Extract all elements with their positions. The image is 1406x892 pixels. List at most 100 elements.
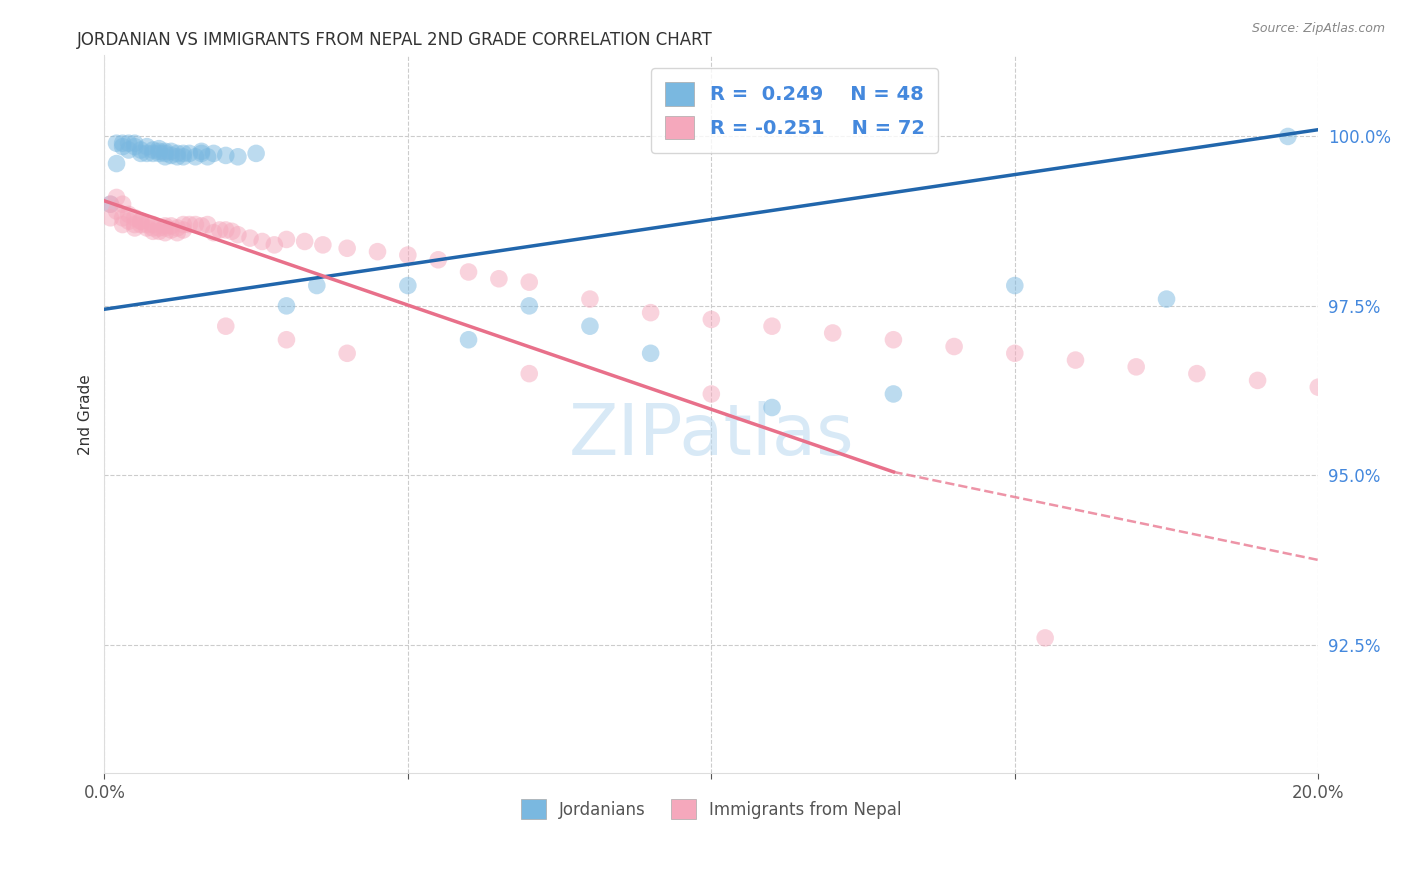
Point	[488, 272, 510, 286]
Point	[1308, 380, 1330, 394]
Point	[517, 299, 540, 313]
Point	[1246, 373, 1268, 387]
Point	[166, 146, 188, 161]
Point	[640, 346, 662, 360]
Point	[129, 143, 152, 157]
Point	[276, 232, 298, 246]
Point	[579, 319, 602, 334]
Point	[142, 143, 165, 157]
Point	[184, 218, 207, 232]
Point	[148, 221, 170, 235]
Point	[202, 226, 225, 240]
Point	[124, 139, 146, 153]
Point	[142, 221, 165, 235]
Point	[129, 218, 152, 232]
Point	[457, 333, 479, 347]
Point	[153, 226, 176, 240]
Point	[105, 136, 128, 151]
Point	[148, 145, 170, 159]
Point	[129, 214, 152, 228]
Point	[142, 146, 165, 161]
Point	[135, 221, 157, 235]
Text: Source: ZipAtlas.com: Source: ZipAtlas.com	[1251, 22, 1385, 36]
Legend: Jordanians, Immigrants from Nepal: Jordanians, Immigrants from Nepal	[515, 792, 908, 826]
Point	[148, 224, 170, 238]
Point	[215, 148, 238, 162]
Point	[142, 218, 165, 232]
Point	[640, 305, 662, 319]
Point	[166, 221, 188, 235]
Point	[166, 226, 188, 240]
Point	[172, 223, 194, 237]
Point	[111, 136, 134, 151]
Point	[118, 214, 141, 228]
Point	[153, 146, 176, 161]
Point	[111, 197, 134, 211]
Point	[190, 146, 212, 161]
Point	[517, 275, 540, 289]
Point	[129, 214, 152, 228]
Point	[124, 136, 146, 151]
Point	[111, 139, 134, 153]
Point	[215, 319, 238, 334]
Point	[239, 231, 262, 245]
Point	[118, 207, 141, 221]
Point	[118, 136, 141, 151]
Point	[105, 156, 128, 170]
Point	[276, 299, 298, 313]
Point	[457, 265, 479, 279]
Point	[336, 241, 359, 255]
Point	[579, 292, 602, 306]
Point	[129, 146, 152, 161]
Point	[100, 197, 122, 211]
Point	[761, 401, 783, 415]
Point	[153, 219, 176, 233]
Point	[1004, 346, 1026, 360]
Point	[700, 387, 723, 401]
Point	[245, 146, 267, 161]
Point	[135, 139, 157, 153]
Point	[366, 244, 388, 259]
Point	[305, 278, 328, 293]
Point	[882, 387, 904, 401]
Point	[1277, 129, 1299, 144]
Point	[160, 145, 183, 159]
Point	[100, 197, 122, 211]
Point	[517, 367, 540, 381]
Point	[135, 146, 157, 161]
Point	[166, 150, 188, 164]
Point	[1156, 292, 1178, 306]
Point	[197, 218, 219, 232]
Point	[336, 346, 359, 360]
Point	[226, 150, 249, 164]
Point	[208, 223, 231, 237]
Point	[197, 150, 219, 164]
Point	[153, 150, 176, 164]
Point	[172, 218, 194, 232]
Point	[250, 235, 273, 249]
Point	[153, 221, 176, 235]
Point	[172, 150, 194, 164]
Point	[135, 218, 157, 232]
Point	[111, 211, 134, 225]
Point	[1185, 367, 1208, 381]
Point	[111, 218, 134, 232]
Point	[276, 333, 298, 347]
Point	[142, 224, 165, 238]
Point	[294, 235, 316, 249]
Point	[124, 221, 146, 235]
Point	[312, 238, 335, 252]
Point	[1064, 353, 1087, 368]
Point	[118, 143, 141, 157]
Point	[882, 333, 904, 347]
Point	[1004, 278, 1026, 293]
Text: ZIPatlas: ZIPatlas	[568, 401, 853, 470]
Point	[124, 218, 146, 232]
Point	[821, 326, 844, 340]
Point	[226, 227, 249, 242]
Point	[184, 150, 207, 164]
Point	[215, 223, 238, 237]
Y-axis label: 2nd Grade: 2nd Grade	[79, 374, 93, 455]
Point	[396, 278, 419, 293]
Point	[700, 312, 723, 326]
